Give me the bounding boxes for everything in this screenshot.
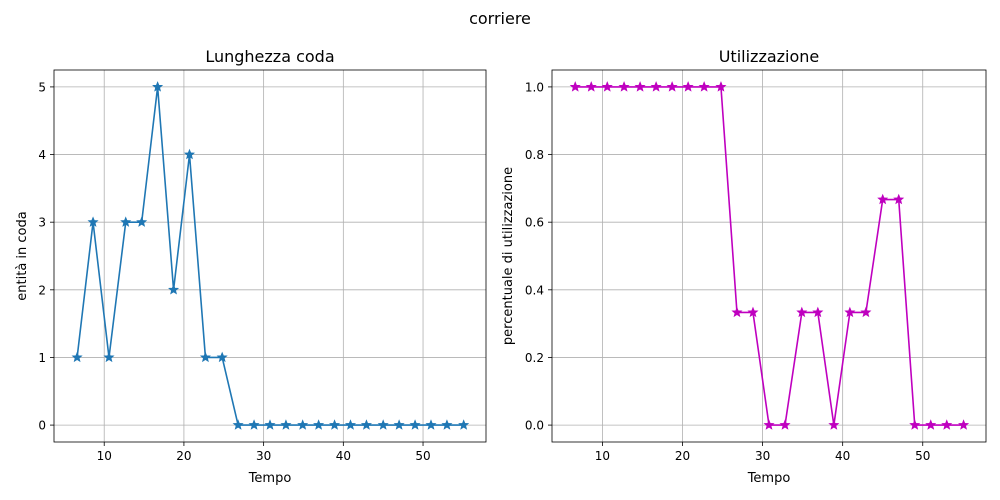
data-point	[152, 81, 164, 92]
data-point	[425, 419, 437, 430]
y-axis-label: entità in coda	[15, 211, 30, 300]
data-point	[650, 81, 662, 92]
data-point	[763, 419, 775, 430]
data-point	[731, 306, 743, 318]
axes-frame	[53, 69, 487, 443]
x-tick-label: 10	[97, 449, 112, 463]
figure-suptitle: corriere	[469, 9, 531, 28]
chart-title: Utilizzazione	[719, 47, 820, 66]
data-point	[183, 148, 196, 160]
y-tick-label: 1.0	[525, 80, 544, 94]
series-line	[575, 86, 964, 426]
data-point	[248, 419, 260, 430]
x-tick-label: 50	[915, 449, 930, 463]
data-point	[393, 419, 405, 430]
x-axis-label: Tempo	[248, 471, 292, 486]
data-point	[715, 81, 727, 92]
data-point	[828, 419, 840, 430]
data-point	[877, 193, 889, 205]
data-point	[120, 216, 132, 227]
data-point	[925, 419, 937, 430]
chart-queue-length: 10 20 30 40 50 0 1 2 3 4 5 Lunghezza coda Tempo ent…	[15, 47, 487, 486]
plot-area: 10 20 30 40 50 0 1 2 3 4 5	[38, 69, 487, 463]
y-tick-label: 0.8	[525, 148, 544, 162]
y-tick-label: 0.4	[525, 283, 544, 297]
data-point	[168, 284, 180, 295]
x-tick-label: 40	[835, 449, 850, 463]
y-tick-label: 0.6	[525, 216, 544, 230]
data-point	[682, 81, 694, 92]
data-point	[329, 419, 341, 430]
data-point	[569, 81, 581, 92]
axes-frame	[551, 69, 987, 443]
x-axis-label: Tempo	[747, 471, 791, 486]
data-point	[458, 419, 470, 430]
series-line	[76, 86, 464, 426]
y-tick-label: 0.2	[525, 351, 544, 365]
chart-title: Lunghezza coda	[205, 47, 334, 66]
data-point	[844, 306, 856, 318]
data-point	[585, 81, 597, 92]
y-tick-label: 3	[38, 216, 46, 230]
data-point	[812, 306, 824, 318]
x-tick-label: 30	[755, 449, 770, 463]
data-point	[360, 419, 372, 430]
data-point	[136, 216, 148, 227]
data-point	[199, 351, 211, 363]
data-point	[216, 351, 228, 363]
data-point	[377, 419, 389, 430]
y-tick-label: 0.0	[525, 419, 544, 433]
data-point	[747, 306, 759, 318]
data-point	[313, 419, 325, 430]
data-point	[618, 81, 630, 92]
data-point	[409, 419, 421, 430]
data-point	[634, 81, 646, 92]
data-point	[860, 306, 872, 318]
data-point	[297, 419, 309, 430]
y-axis-label: percentuale di utilizzazione	[501, 167, 516, 345]
data-point	[87, 216, 99, 227]
data-point	[909, 419, 921, 430]
data-point	[344, 419, 357, 430]
x-tick-label: 20	[675, 449, 690, 463]
y-tick-label: 2	[38, 283, 46, 297]
data-point	[779, 419, 791, 430]
y-tick-label: 4	[38, 148, 46, 162]
data-point	[264, 419, 276, 430]
data-point	[280, 419, 292, 430]
x-tick-label: 20	[176, 449, 191, 463]
y-tick-label: 1	[38, 351, 46, 365]
data-point	[71, 351, 83, 363]
plot-area: 10 20 30 40 50 0.0 0.2 0.4 0.6 0.8 1.0	[525, 69, 987, 463]
data-point	[103, 351, 115, 363]
data-point	[601, 81, 613, 92]
data-point	[958, 419, 970, 430]
data-point	[941, 419, 953, 430]
data-point	[796, 306, 808, 318]
data-point	[893, 193, 905, 205]
chart-utilization: 10 20 30 40 50 0.0 0.2 0.4 0.6 0.8 1.0 Utilizzazion…	[501, 47, 987, 486]
data-point	[232, 419, 244, 430]
x-tick-label: 50	[415, 449, 430, 463]
x-tick-label: 30	[256, 449, 271, 463]
y-tick-label: 5	[38, 80, 46, 94]
y-tick-label: 0	[38, 419, 46, 433]
x-tick-label: 10	[595, 449, 610, 463]
data-point	[698, 81, 710, 92]
data-point	[441, 419, 453, 430]
data-point	[666, 81, 678, 92]
x-tick-label: 40	[336, 449, 351, 463]
